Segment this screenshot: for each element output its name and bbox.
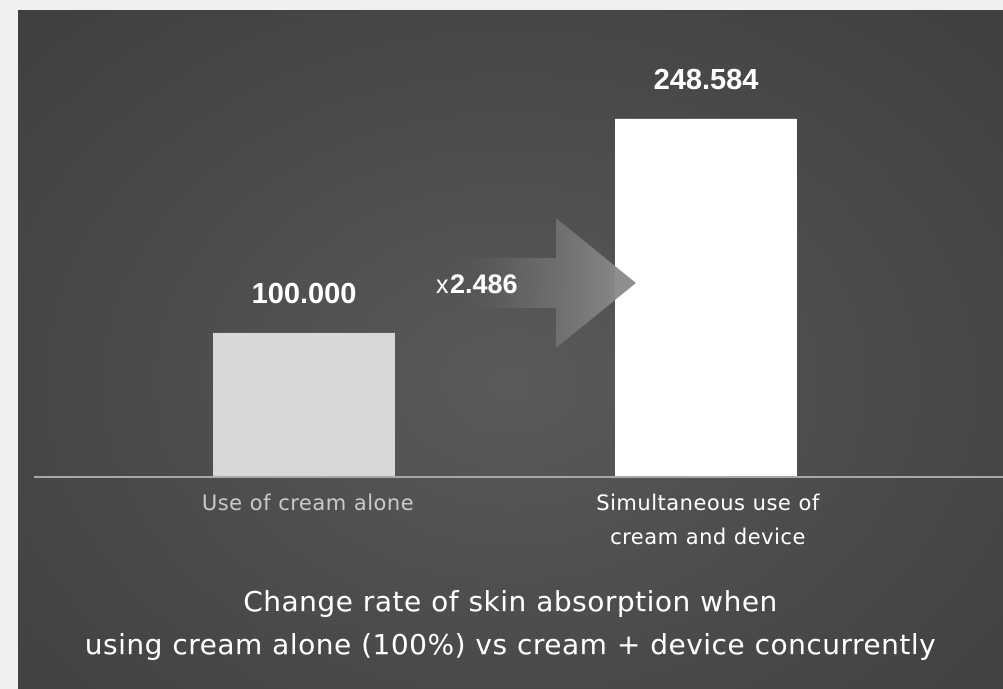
- bar: [615, 118, 797, 477]
- category-label-line: Use of cream alone: [201, 491, 415, 515]
- caption-line: Change rate of skin absorption when: [243, 585, 778, 618]
- bar-chart: x 2.486 100.000 248.584: [34, 64, 1003, 478]
- category-label: Use of cream alone: [138, 486, 478, 520]
- category-label: Simultaneous use of cream and device: [538, 486, 878, 554]
- bar-value-label: 100.000: [252, 278, 357, 310]
- increase-arrow-icon: [428, 218, 636, 348]
- bar-value-label: 248.584: [654, 64, 759, 96]
- category-label-line: Simultaneous use of: [596, 491, 820, 515]
- category-label-line: cream and device: [610, 525, 806, 549]
- bar: [213, 332, 395, 477]
- multiplier-value: 2.486: [450, 269, 518, 299]
- chart-panel: x 2.486 100.000 248.584 Use of cream alon…: [18, 10, 1003, 689]
- chart-caption: Change rate of skin absorption when usin…: [18, 580, 1003, 666]
- caption-line: using cream alone (100%) vs cream + devi…: [84, 628, 937, 661]
- multiplier-prefix: x: [436, 271, 449, 299]
